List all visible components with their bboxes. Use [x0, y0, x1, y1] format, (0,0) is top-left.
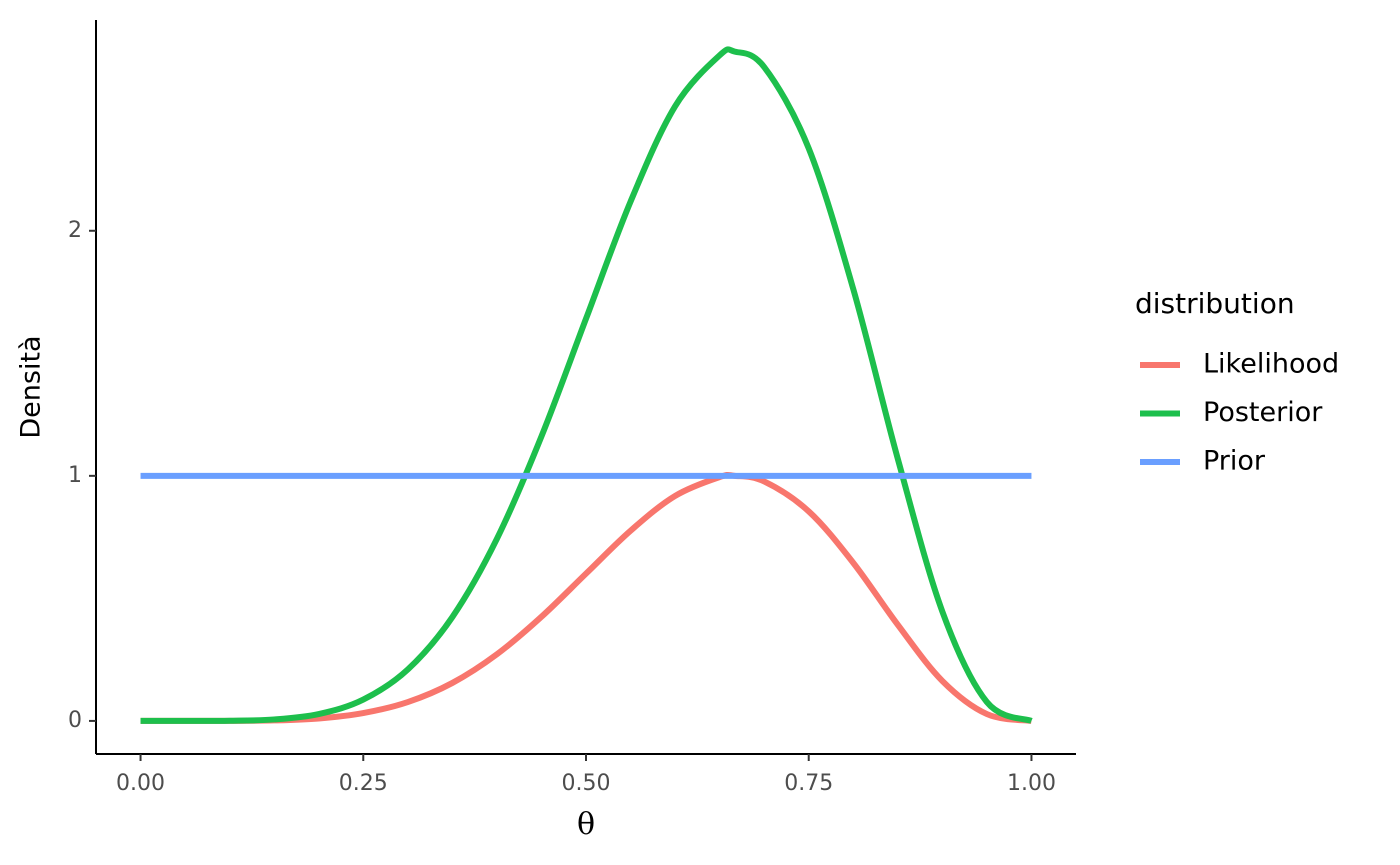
- x-tick-label: 0.00: [116, 771, 165, 796]
- legend-label: Likelihood: [1203, 349, 1339, 380]
- x-tick-label: 1.00: [1007, 771, 1056, 796]
- legend-title: distribution: [1135, 287, 1295, 320]
- x-tick-label: 0.50: [562, 771, 611, 796]
- x-axis-label: θ: [577, 807, 595, 842]
- line-series: [140, 46, 1033, 724]
- y-axis-label: Densità: [16, 335, 47, 438]
- y-tick-label: 1: [68, 463, 82, 488]
- y-tick-label: 2: [68, 218, 82, 243]
- y-tick-label: 0: [68, 708, 82, 733]
- line-series: [140, 471, 1032, 724]
- x-tick-label: 0.75: [784, 771, 833, 796]
- legend-label: Prior: [1203, 446, 1266, 477]
- x-tick-label: 0.25: [339, 771, 388, 796]
- legend-label: Posterior: [1203, 397, 1323, 428]
